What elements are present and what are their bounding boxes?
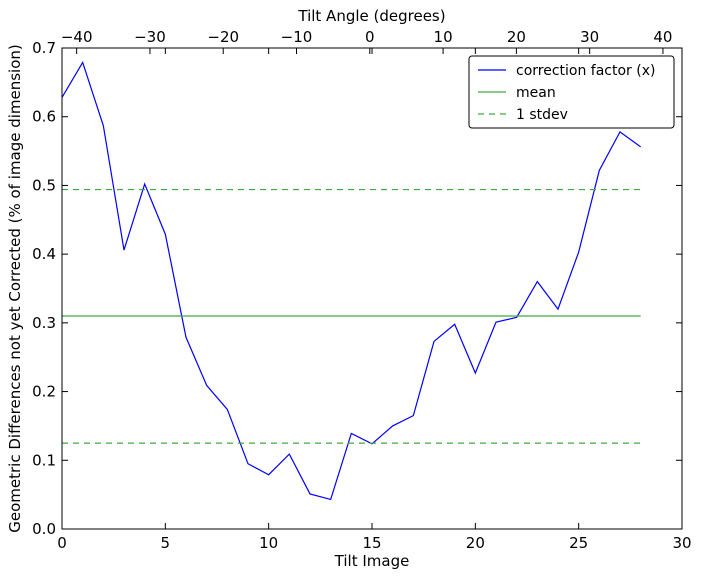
x-tick-label: 5 <box>161 534 171 552</box>
top-x-tick-label: −20 <box>207 28 239 46</box>
x-tick-label: 20 <box>466 534 485 552</box>
plot-frame <box>61 47 683 530</box>
top-x-tick-label: 40 <box>653 28 672 46</box>
top-x-tick-label: 20 <box>507 28 526 46</box>
y-tick-label: 0.0 <box>32 520 56 538</box>
top-x-tick-label: −30 <box>134 28 166 46</box>
top-x-tick-label: 0 <box>365 28 375 46</box>
legend-label: mean <box>516 85 556 101</box>
x-axis-label: Tilt Image <box>334 552 410 570</box>
legend-box <box>468 55 675 129</box>
y-tick-label: 0.1 <box>32 451 56 469</box>
y-tick-label: 0.7 <box>32 39 56 57</box>
y-tick-label: 0.6 <box>32 108 56 126</box>
x-tick-label: 25 <box>569 534 588 552</box>
y-tick-label: 0.2 <box>32 383 56 401</box>
top-x-tick-label: 30 <box>580 28 599 46</box>
y-tick-label: 0.3 <box>32 314 56 332</box>
x-tick-label: 30 <box>672 534 691 552</box>
x-tick-label: 10 <box>259 534 278 552</box>
x-tick-label: 0 <box>57 534 67 552</box>
y-axis-label: Geometric Differences not yet Corrected … <box>6 44 24 533</box>
top-x-tick-label: −40 <box>61 28 93 46</box>
series-line-0 <box>61 60 642 501</box>
y-tick-label: 0.4 <box>32 245 56 263</box>
top-x-tick-label: 10 <box>434 28 453 46</box>
legend: correction factor (x) mean 1 stdev <box>468 55 675 129</box>
x-tick-label: 15 <box>362 534 381 552</box>
top-x-axis-label: Tilt Angle (degrees) <box>297 7 445 25</box>
legend-label: correction factor (x) <box>516 63 655 79</box>
top-x-tick-label: −10 <box>281 28 313 46</box>
axis-ticks: 0 5 10 15 20 25 30 0.0 0.1 0.2 0.3 0.4 0.5 0.6 0.7 −40 −… <box>32 28 691 552</box>
legend-label: 1 stdev <box>516 107 568 123</box>
y-tick-label: 0.5 <box>32 176 56 194</box>
plot-area <box>61 60 642 501</box>
